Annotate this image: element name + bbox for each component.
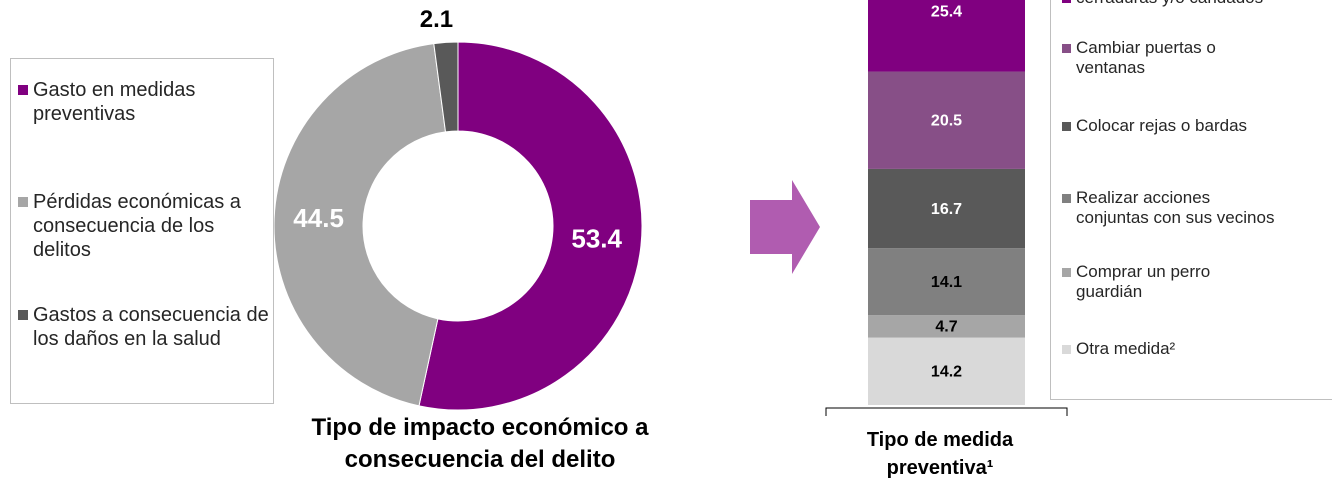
legend-item: Realizar acciones conjuntas con sus veci… [1062, 188, 1277, 229]
legend-swatch [1062, 193, 1071, 203]
legend-item: Colocar rejas o bardas [1062, 116, 1277, 136]
donut-slice [418, 41, 643, 411]
bar-segment [868, 0, 1025, 72]
data-label: 44.5 [293, 203, 344, 233]
legend-item: cerraduras y/o candados [1062, 0, 1277, 8]
legend-item: Gastos a consecuencia de los daños en la… [18, 303, 270, 351]
data-label: 20.5 [931, 112, 962, 129]
data-label: 53.4 [571, 224, 622, 254]
bar-segment [868, 71, 1025, 169]
legend-swatch [18, 310, 28, 320]
legend-label: Gastos a consecuencia de los daños en la… [33, 304, 269, 350]
legend-label: Realizar acciones conjuntas con sus veci… [1076, 188, 1275, 228]
donut-legend-box [10, 58, 274, 404]
legend-swatch [18, 85, 28, 95]
bar-segment [868, 315, 1025, 338]
legend-item: Gasto en medidas preventivas [18, 78, 270, 126]
data-label: 4.7 [935, 319, 957, 336]
legend-item: Otra medida² [1062, 339, 1277, 359]
legend-swatch [18, 197, 28, 207]
legend-item: Cambiar puertas o ventanas [1062, 38, 1277, 79]
bar-segment [868, 248, 1025, 316]
legend-item: Comprar un perro guardián [1062, 262, 1277, 303]
donut-slice [273, 43, 447, 407]
data-label: 16.7 [931, 201, 962, 218]
legend-swatch [1062, 267, 1071, 277]
legend-label: Pérdidas económicas a consecuencia de lo… [33, 191, 241, 261]
legend-swatch [1062, 121, 1071, 131]
legend-label: Comprar un perro guardián [1076, 262, 1211, 302]
legend-swatch [1062, 43, 1071, 53]
legend-label: Gasto en medidas preventivas [33, 79, 196, 125]
legend-label: Colocar rejas o bardas [1076, 116, 1248, 135]
legend-label: Otra medida² [1076, 339, 1176, 358]
bar-legend-box [1050, 0, 1332, 400]
data-label: 25.4 [931, 3, 962, 20]
donut-title: Tipo de impacto económico a consecuencia… [311, 414, 649, 473]
data-label: 14.2 [931, 363, 962, 380]
donut-slice [433, 41, 459, 133]
legend-label: cerraduras y/o candados [1076, 0, 1263, 8]
legend-label: Cambiar puertas o ventanas [1076, 38, 1216, 78]
legend-swatch [1062, 0, 1071, 3]
category-axis [825, 407, 1068, 416]
bar-title: Tipo de medida preventiva¹ [866, 429, 1014, 479]
data-label: 2.1 [420, 6, 453, 33]
legend-swatch [1062, 344, 1071, 354]
bar-segment [868, 168, 1025, 249]
legend-item: Pérdidas económicas a consecuencia de lo… [18, 190, 270, 262]
arrow [750, 180, 820, 274]
data-label: 14.1 [931, 274, 962, 291]
bar-segment [868, 337, 1025, 405]
